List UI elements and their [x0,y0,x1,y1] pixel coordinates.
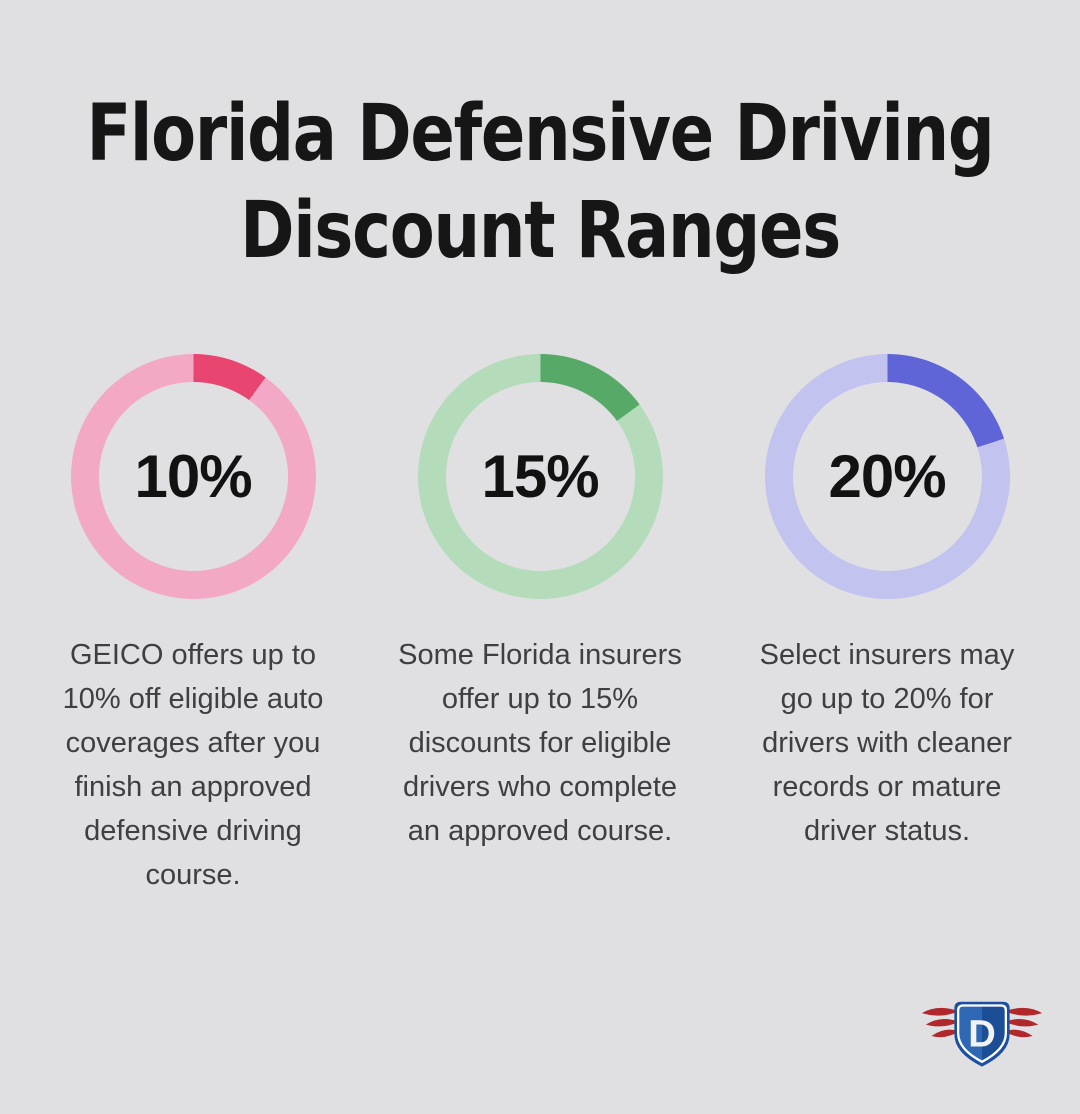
donut-hole: 15% [445,382,635,571]
donut-columns: 10% GEICO offers up to 10% off eligible … [0,354,1080,897]
donut-column-geico-10: 10% GEICO offers up to 10% off eligible … [20,354,367,897]
donut-column-select-20: 20% Select insurers may go up to 20% for… [714,354,1061,897]
donut-chart-20-percent: 20% [764,354,1010,599]
left-wing-icon [921,1007,960,1038]
donut-description: GEICO offers up to 10% off eligible auto… [62,639,324,891]
donut-chart-10-percent: 10% [70,354,316,599]
donut-value-label: 20% [828,443,946,510]
donut-description: Some Florida insurers offer up to 15% di… [398,639,682,847]
donut-description: Select insurers may go up to 20% for dri… [759,639,1015,847]
donut-hole: 20% [792,382,982,571]
page-title-line2: Discount Ranges [240,186,841,276]
donut-value-label: 15% [481,443,599,510]
donut-hole: 10% [98,382,288,571]
page-title-line1: Florida Defensive Driving [86,89,994,179]
page-title: Florida Defensive Driving Discount Range… [0,0,1080,280]
logo-letter: D [968,1013,996,1056]
donut-column-florida-15: 15% Some Florida insurers offer up to 15… [367,354,714,897]
donut-chart-15-percent: 15% [417,354,663,599]
donut-value-label: 10% [134,443,252,510]
drivesafe-shield-logo: D [921,1001,1043,1067]
shield-icon: D [954,1001,1010,1067]
right-wing-icon [1004,1007,1043,1038]
